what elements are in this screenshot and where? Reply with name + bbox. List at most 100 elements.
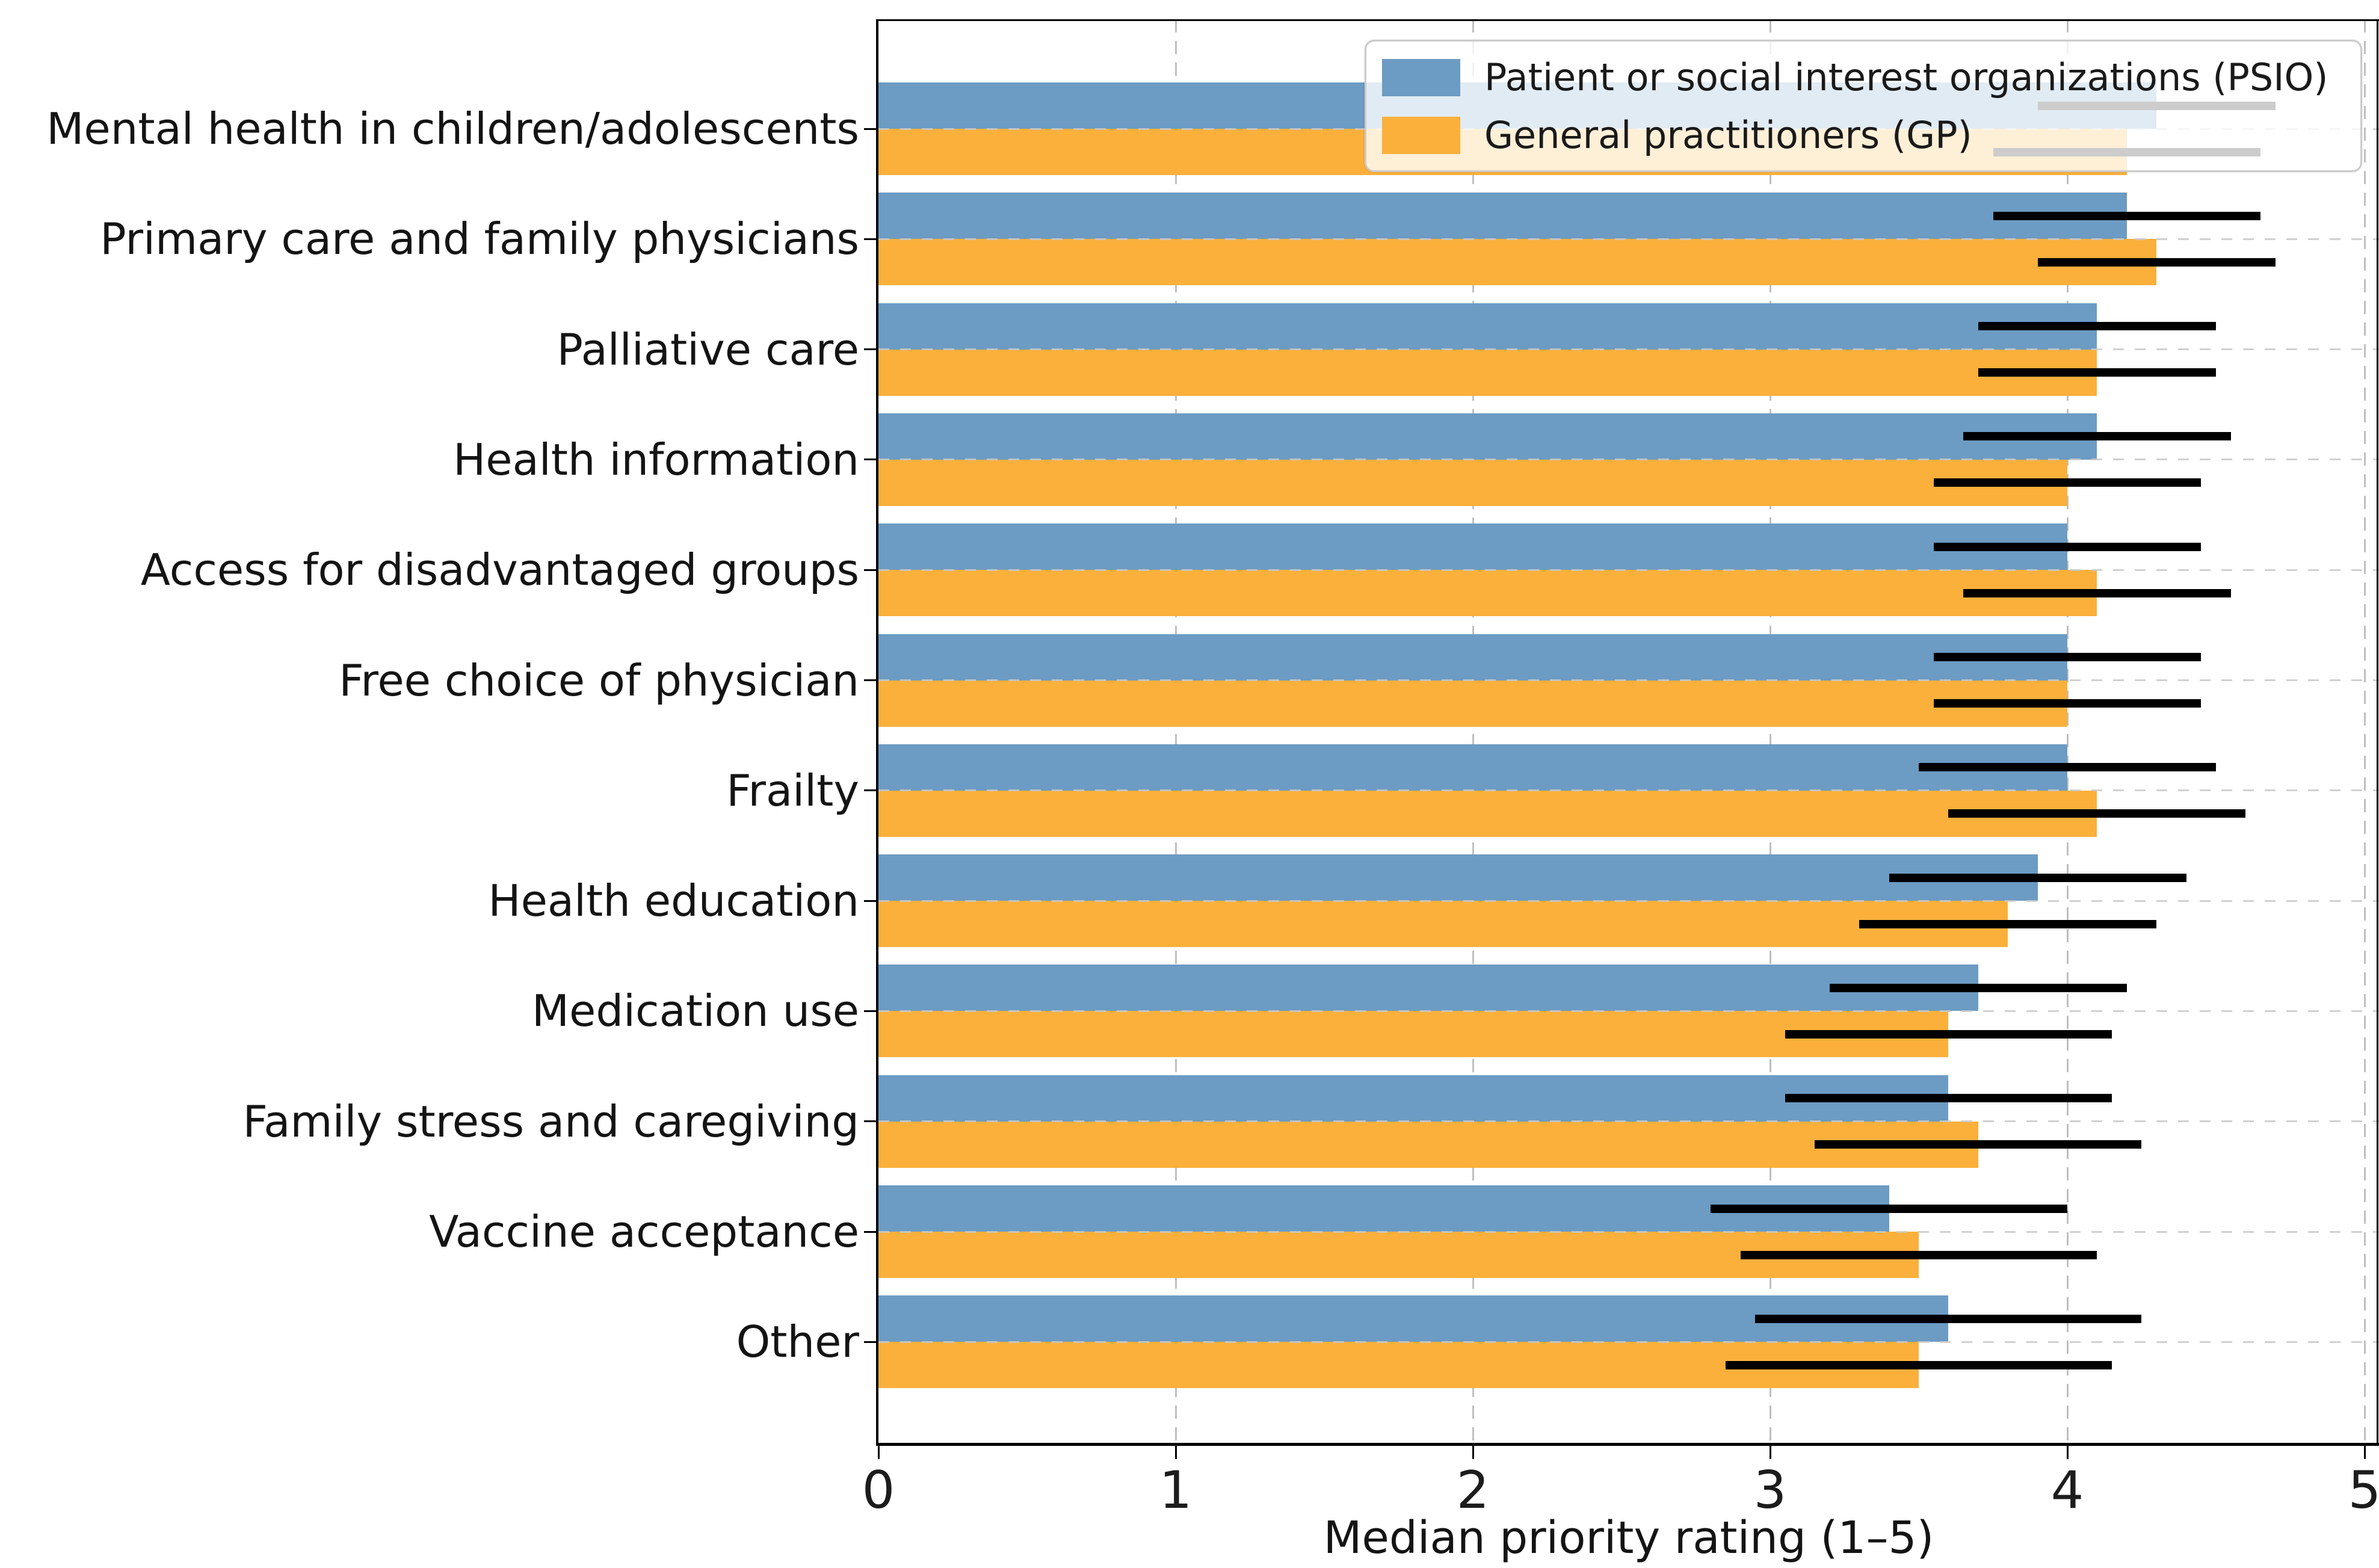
legend-label-psio: Patient or social interest organizations… <box>1484 55 2328 99</box>
error-bar-psio-2 <box>1993 211 2261 220</box>
horizontal-gridline-5 <box>878 569 2379 571</box>
category-label-10: Family stress and caregiving <box>242 1096 859 1147</box>
x-tick-1 <box>1174 1446 1177 1459</box>
category-label-12: Other <box>736 1316 859 1368</box>
error-bar-gp-7 <box>1948 809 2246 818</box>
bar-gp-2 <box>878 239 2157 286</box>
y-tick-4 <box>864 458 878 461</box>
horizontal-gridline-8 <box>878 900 2379 902</box>
bar-gp-9 <box>878 1011 1949 1058</box>
y-tick-11 <box>864 1230 878 1233</box>
category-label-9: Medication use <box>531 986 859 1037</box>
y-tick-7 <box>864 789 878 792</box>
horizontal-gridline-3 <box>878 348 2379 351</box>
vertical-gridline-2 <box>1472 19 1474 1443</box>
y-tick-12 <box>864 1341 878 1343</box>
x-tick-label-0: 0 <box>862 1460 895 1520</box>
y-tick-10 <box>864 1120 878 1123</box>
horizontal-gridline-4 <box>878 458 2379 461</box>
error-bar-psio-7 <box>1919 763 2216 772</box>
category-label-11: Vaccine acceptance <box>429 1206 859 1257</box>
horizontal-gridline-10 <box>878 1120 2379 1123</box>
bar-psio-10 <box>878 1075 1949 1122</box>
bar-psio-3 <box>878 303 2097 350</box>
bar-psio-7 <box>878 744 2067 791</box>
bar-gp-5 <box>878 570 2097 617</box>
x-tick-label-5: 5 <box>2348 1460 2379 1520</box>
error-bar-psio-5 <box>1933 542 2202 551</box>
error-bar-gp-12 <box>1725 1360 2112 1369</box>
y-tick-8 <box>864 900 878 902</box>
bar-psio-5 <box>878 523 2067 570</box>
bar-gp-8 <box>878 901 2008 948</box>
category-label-5: Access for disadvantaged groups <box>140 545 859 596</box>
vertical-gridline-5 <box>2363 19 2366 1443</box>
bar-gp-4 <box>878 459 2067 506</box>
error-bar-psio-10 <box>1785 1094 2112 1103</box>
legend-entry-gp: General practitioners (GP) <box>1366 108 2360 163</box>
legend-swatch-psio <box>1382 59 1460 96</box>
error-bar-gp-8 <box>1859 919 2157 928</box>
error-bar-gp-11 <box>1740 1250 2097 1259</box>
category-label-4: Health information <box>453 434 859 485</box>
x-tick-3 <box>1769 1446 1771 1459</box>
bar-psio-6 <box>878 634 2067 681</box>
horizontal-gridline-11 <box>878 1230 2379 1233</box>
right-spine <box>2377 19 2378 1443</box>
vertical-gridline-4 <box>2066 19 2069 1443</box>
x-tick-label-1: 1 <box>1159 1460 1193 1520</box>
error-bar-psio-12 <box>1755 1314 2142 1323</box>
category-label-2: Primary care and family physicians <box>100 214 859 265</box>
x-tick-2 <box>1472 1446 1474 1459</box>
bar-gp-3 <box>878 349 2097 396</box>
category-label-6: Free choice of physician <box>339 655 859 706</box>
x-tick-0 <box>877 1446 880 1459</box>
bar-gp-7 <box>878 790 2097 837</box>
error-bar-gp-10 <box>1815 1140 2142 1149</box>
error-bar-gp-9 <box>1785 1029 2112 1039</box>
error-bar-psio-3 <box>1978 322 2216 331</box>
legend-swatch-gp <box>1382 117 1460 154</box>
y-tick-3 <box>864 348 878 351</box>
top-spine <box>876 19 2379 21</box>
y-tick-5 <box>864 569 878 571</box>
bar-psio-2 <box>878 193 2127 239</box>
error-bar-gp-3 <box>1978 368 2216 377</box>
vertical-gridline-3 <box>1769 19 1771 1443</box>
y-tick-6 <box>864 679 878 681</box>
x-axis-title: Median priority rating (1–5) <box>1323 1512 1934 1564</box>
horizontal-gridline-6 <box>878 679 2379 681</box>
horizontal-gridline-2 <box>878 238 2379 240</box>
bar-psio-8 <box>878 854 2038 901</box>
left-spine <box>876 19 878 1446</box>
error-bar-psio-4 <box>1963 432 2231 441</box>
error-bar-gp-6 <box>1933 699 2202 708</box>
category-label-8: Health education <box>488 875 859 927</box>
bar-gp-6 <box>878 680 2067 727</box>
x-tick-label-4: 4 <box>2050 1460 2084 1520</box>
horizontal-gridline-7 <box>878 789 2379 792</box>
error-bar-psio-6 <box>1933 653 2202 661</box>
error-bar-psio-11 <box>1711 1204 2067 1213</box>
bar-gp-10 <box>878 1121 1978 1168</box>
error-bar-psio-9 <box>1829 983 2127 992</box>
vertical-gridline-1 <box>1174 19 1177 1443</box>
legend-entry-psio: Patient or social interest organizations… <box>1366 50 2360 105</box>
horizontal-gridline-9 <box>878 1010 2379 1012</box>
bottom-spine <box>876 1443 2379 1446</box>
bar-psio-4 <box>878 413 2097 460</box>
error-bar-gp-5 <box>1963 588 2231 597</box>
error-bar-gp-4 <box>1933 478 2202 487</box>
legend: Patient or social interest organizations… <box>1365 40 2362 172</box>
x-tick-label-2: 2 <box>1456 1460 1490 1520</box>
y-tick-2 <box>864 238 878 240</box>
category-label-1: Mental health in children/adolescents <box>46 103 859 154</box>
category-label-7: Frailty <box>726 765 859 816</box>
category-label-3: Palliative care <box>557 324 860 375</box>
error-bar-psio-8 <box>1889 873 2186 882</box>
horizontal-gridline-12 <box>878 1341 2379 1343</box>
x-tick-4 <box>2066 1446 2069 1459</box>
x-tick-label-3: 3 <box>1753 1460 1787 1520</box>
legend-label-gp: General practitioners (GP) <box>1484 113 1972 157</box>
